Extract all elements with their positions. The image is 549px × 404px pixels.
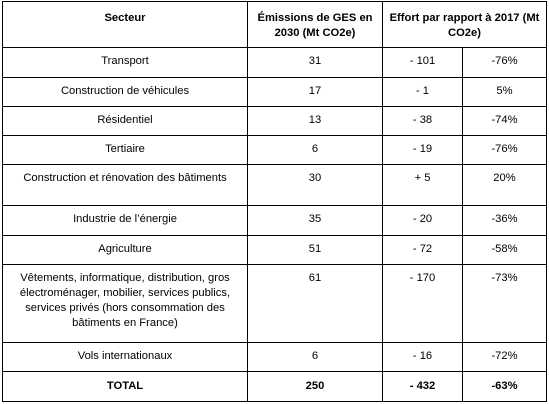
cell-emissions: 13: [247, 106, 383, 136]
cell-effort-percent: -76%: [462, 47, 547, 78]
cell-effort-percent: -58%: [462, 235, 547, 265]
cell-effort-percent: 5%: [462, 77, 547, 107]
cell-effort: - 72: [382, 235, 463, 265]
cell-effort-percent: -36%: [462, 205, 547, 236]
cell-sector: Vols internationaux: [2, 342, 248, 372]
cell-sector: Résidentiel: [2, 106, 248, 136]
cell-emissions: 61: [247, 264, 383, 343]
header-emissions: Émissions de GES en 2030 (Mt CO2e): [247, 1, 383, 48]
cell-effort: - 1: [382, 77, 463, 107]
cell-effort: - 19: [382, 135, 463, 165]
cell-emissions: 51: [247, 235, 383, 265]
cell-sector: Industrie de l’énergie: [2, 205, 248, 236]
table-row: Construction de véhicules 17 - 1 5%: [2, 77, 547, 107]
cell-emissions: 35: [247, 205, 383, 236]
table-row: Industrie de l’énergie 35 - 20 -36%: [2, 205, 547, 236]
total-emissions: 250: [247, 371, 383, 402]
table-row: Transport 31 - 101 -76%: [2, 47, 547, 78]
cell-effort-percent: 20%: [462, 164, 547, 206]
cell-sector: Tertiaire: [2, 135, 248, 165]
cell-effort: - 170: [382, 264, 463, 343]
table-row: Tertiaire 6 - 19 -76%: [2, 135, 547, 165]
cell-effort-percent: -76%: [462, 135, 547, 165]
cell-sector: Transport: [2, 47, 248, 78]
table-row: Résidentiel 13 - 38 -74%: [2, 106, 547, 136]
cell-sector: Agriculture: [2, 235, 248, 265]
cell-effort-percent: -73%: [462, 264, 547, 343]
total-label: TOTAL: [2, 371, 248, 402]
cell-effort: + 5: [382, 164, 463, 206]
header-effort: Effort par rapport à 2017 (Mt CO2e): [382, 1, 547, 48]
total-effort-percent: -63%: [462, 371, 547, 402]
cell-effort: - 20: [382, 205, 463, 236]
cell-effort-percent: -74%: [462, 106, 547, 136]
cell-emissions: 6: [247, 342, 383, 372]
table-row: Vols internationaux 6 - 16 -72%: [2, 342, 547, 372]
table-total-row: TOTAL 250 - 432 -63%: [2, 371, 547, 402]
table-row: Vêtements, informatique, distribution, g…: [2, 264, 547, 343]
table-row: Construction et rénovation des bâtiments…: [2, 164, 547, 206]
cell-sector: Construction de véhicules: [2, 77, 248, 107]
cell-emissions: 31: [247, 47, 383, 78]
cell-effort-percent: -72%: [462, 342, 547, 372]
cell-effort: - 16: [382, 342, 463, 372]
cell-sector: Vêtements, informatique, distribution, g…: [2, 264, 248, 343]
cell-emissions: 6: [247, 135, 383, 165]
header-sector: Secteur: [2, 1, 248, 48]
cell-effort: - 101: [382, 47, 463, 78]
table-header-row: Secteur Émissions de GES en 2030 (Mt CO2…: [2, 1, 547, 48]
cell-emissions: 30: [247, 164, 383, 206]
table-row: Agriculture 51 - 72 -58%: [2, 235, 547, 265]
cell-emissions: 17: [247, 77, 383, 107]
total-effort: - 432: [382, 371, 463, 402]
cell-sector: Construction et rénovation des bâtiments: [2, 164, 248, 206]
cell-effort: - 38: [382, 106, 463, 136]
